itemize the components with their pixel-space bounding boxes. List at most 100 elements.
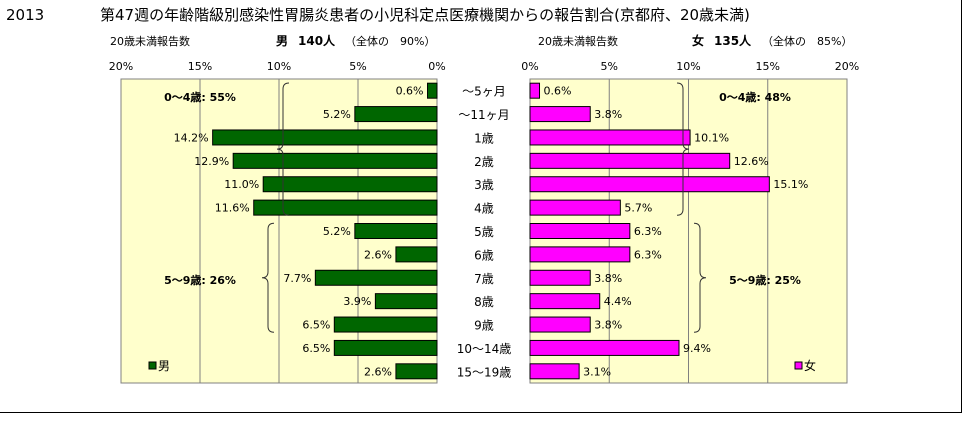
male-subtitle-label: 20歳未満報告数	[110, 35, 190, 48]
male-bar	[232, 152, 438, 169]
female-data-label: 6.3%	[634, 225, 662, 238]
age-category-label: 15～19歳	[457, 365, 512, 379]
female-annotation-text: 5～9歳: 25%	[729, 273, 801, 287]
female-subtitle-share: （全体の 85%）	[762, 34, 852, 48]
age-category-labels: ～5ヶ月 ～11ヶ月 1歳 2歳 3歳 4歳 5歳 6歳 7歳 8歳 9歳 10～14歳 15～19歳	[457, 85, 512, 380]
female-bar	[529, 176, 770, 193]
female-bar	[529, 106, 591, 123]
age-category-label: ～11ヶ月	[458, 108, 509, 122]
age-category-label: 5歳	[474, 225, 494, 239]
female-bar	[529, 152, 731, 169]
male-legend-swatch	[148, 361, 157, 370]
female-subtitle-label: 20歳未満報告数	[538, 35, 618, 48]
female-data-label: 12.6%	[734, 155, 769, 168]
male-data-label: 12.9%	[194, 155, 229, 168]
female-annotation-brace	[676, 82, 690, 216]
age-category-label: 3歳	[474, 178, 494, 192]
age-category-label: 8歳	[474, 295, 494, 309]
female-data-label: 3.8%	[594, 108, 622, 121]
female-tick-label: 15%	[756, 60, 780, 73]
female-subtitle-count: 135人	[714, 33, 752, 48]
male-tick-label: 20%	[109, 60, 133, 73]
male-tick-label: 10%	[267, 60, 291, 73]
age-category-label: 2歳	[474, 155, 494, 169]
male-legend-label: 男	[158, 359, 170, 373]
male-annotation-text: 0～4歳: 55%	[164, 90, 236, 104]
age-category-label: ～5ヶ月	[462, 85, 506, 99]
female-bar	[529, 223, 631, 239]
age-category-label: 4歳	[474, 202, 494, 216]
female-data-label: 3.1%	[583, 365, 611, 378]
age-category-label: 10～14歳	[457, 342, 512, 356]
female-bar	[529, 269, 591, 286]
male-data-label: 2.6%	[364, 248, 392, 261]
male-subtitle-sex: 男	[276, 34, 288, 48]
male-bar	[354, 106, 438, 123]
female-bar	[529, 363, 580, 380]
female-legend-swatch	[794, 361, 803, 370]
male-tick-label: 15%	[188, 60, 212, 73]
female-bar	[529, 199, 621, 216]
female-legend-label: 女	[804, 358, 816, 373]
age-category-label: 6歳	[474, 248, 494, 262]
male-bar	[395, 363, 438, 380]
male-bar	[374, 293, 438, 310]
female-data-label: 3.8%	[594, 319, 622, 332]
female-panel: 0% 5% 10% 15% 20% 0.6% 3.8% 10.1% 12.6% 15.1% 5.7%…	[521, 60, 859, 384]
male-data-label: 5.2%	[323, 108, 351, 121]
male-data-label: 11.0%	[224, 178, 259, 191]
female-tick-label: 20%	[835, 60, 859, 73]
male-data-label: 2.6%	[364, 365, 392, 378]
female-tick-label: 0%	[521, 60, 538, 73]
male-data-label: 0.6%	[396, 85, 424, 98]
male-data-label: 3.9%	[343, 295, 371, 308]
female-data-label: 4.4%	[604, 295, 632, 308]
male-bar	[333, 339, 438, 356]
chart-title: 第47週の年齢階級別感染性胃腸炎患者の小児科定点医療機関からの報告割合(京都府、…	[100, 6, 750, 24]
male-annotation-brace	[261, 222, 275, 333]
male-data-label: 6.5%	[302, 319, 330, 332]
female-annotation-brace	[693, 222, 707, 333]
male-subtitle-count: 140人	[298, 33, 336, 48]
male-bar	[212, 129, 438, 146]
female-bar	[529, 316, 591, 333]
female-data-label: 0.6%	[544, 85, 572, 98]
female-bar	[529, 339, 680, 356]
female-data-label: 10.1%	[694, 131, 729, 144]
female-annotation-text: 0～4歳: 48%	[719, 90, 791, 104]
male-panel: 20% 15% 10% 5% 0% 0.6% 5.2% 14.2% 12.9% 11.0% 11.6…	[109, 60, 446, 384]
male-data-label: 7.7%	[283, 272, 311, 285]
age-category-label: 9歳	[474, 319, 494, 333]
male-bar	[253, 199, 438, 216]
female-bar	[529, 129, 691, 146]
age-category-label: 1歳	[474, 131, 494, 145]
female-tick-label: 5%	[601, 60, 618, 73]
female-tick-label: 10%	[676, 60, 700, 73]
male-bar	[314, 269, 438, 286]
female-bar	[529, 293, 601, 310]
female-data-label: 15.1%	[773, 178, 808, 191]
female-data-label: 6.3%	[634, 248, 662, 261]
male-data-label: 6.5%	[302, 342, 330, 355]
male-bar	[262, 176, 438, 193]
female-data-label: 5.7%	[624, 202, 652, 215]
female-data-label: 3.8%	[594, 272, 622, 285]
male-bar	[333, 316, 438, 333]
male-tick-label: 5%	[349, 60, 366, 73]
male-subtitle-share: （全体の 90%）	[345, 34, 435, 48]
male-bar	[395, 246, 438, 263]
female-bar	[529, 246, 631, 263]
female-data-label: 9.4%	[683, 342, 711, 355]
year-label: 2013	[6, 6, 44, 24]
age-category-label: 7歳	[474, 272, 494, 286]
male-tick-label: 0%	[428, 60, 445, 73]
male-data-label: 14.2%	[174, 131, 209, 144]
male-annotation-text: 5～9歳: 26%	[164, 273, 236, 287]
male-bar	[427, 82, 438, 99]
male-data-label: 5.2%	[323, 225, 351, 238]
male-data-label: 11.6%	[215, 202, 250, 215]
female-bar	[529, 82, 541, 99]
female-subtitle-sex: 女	[692, 33, 704, 48]
